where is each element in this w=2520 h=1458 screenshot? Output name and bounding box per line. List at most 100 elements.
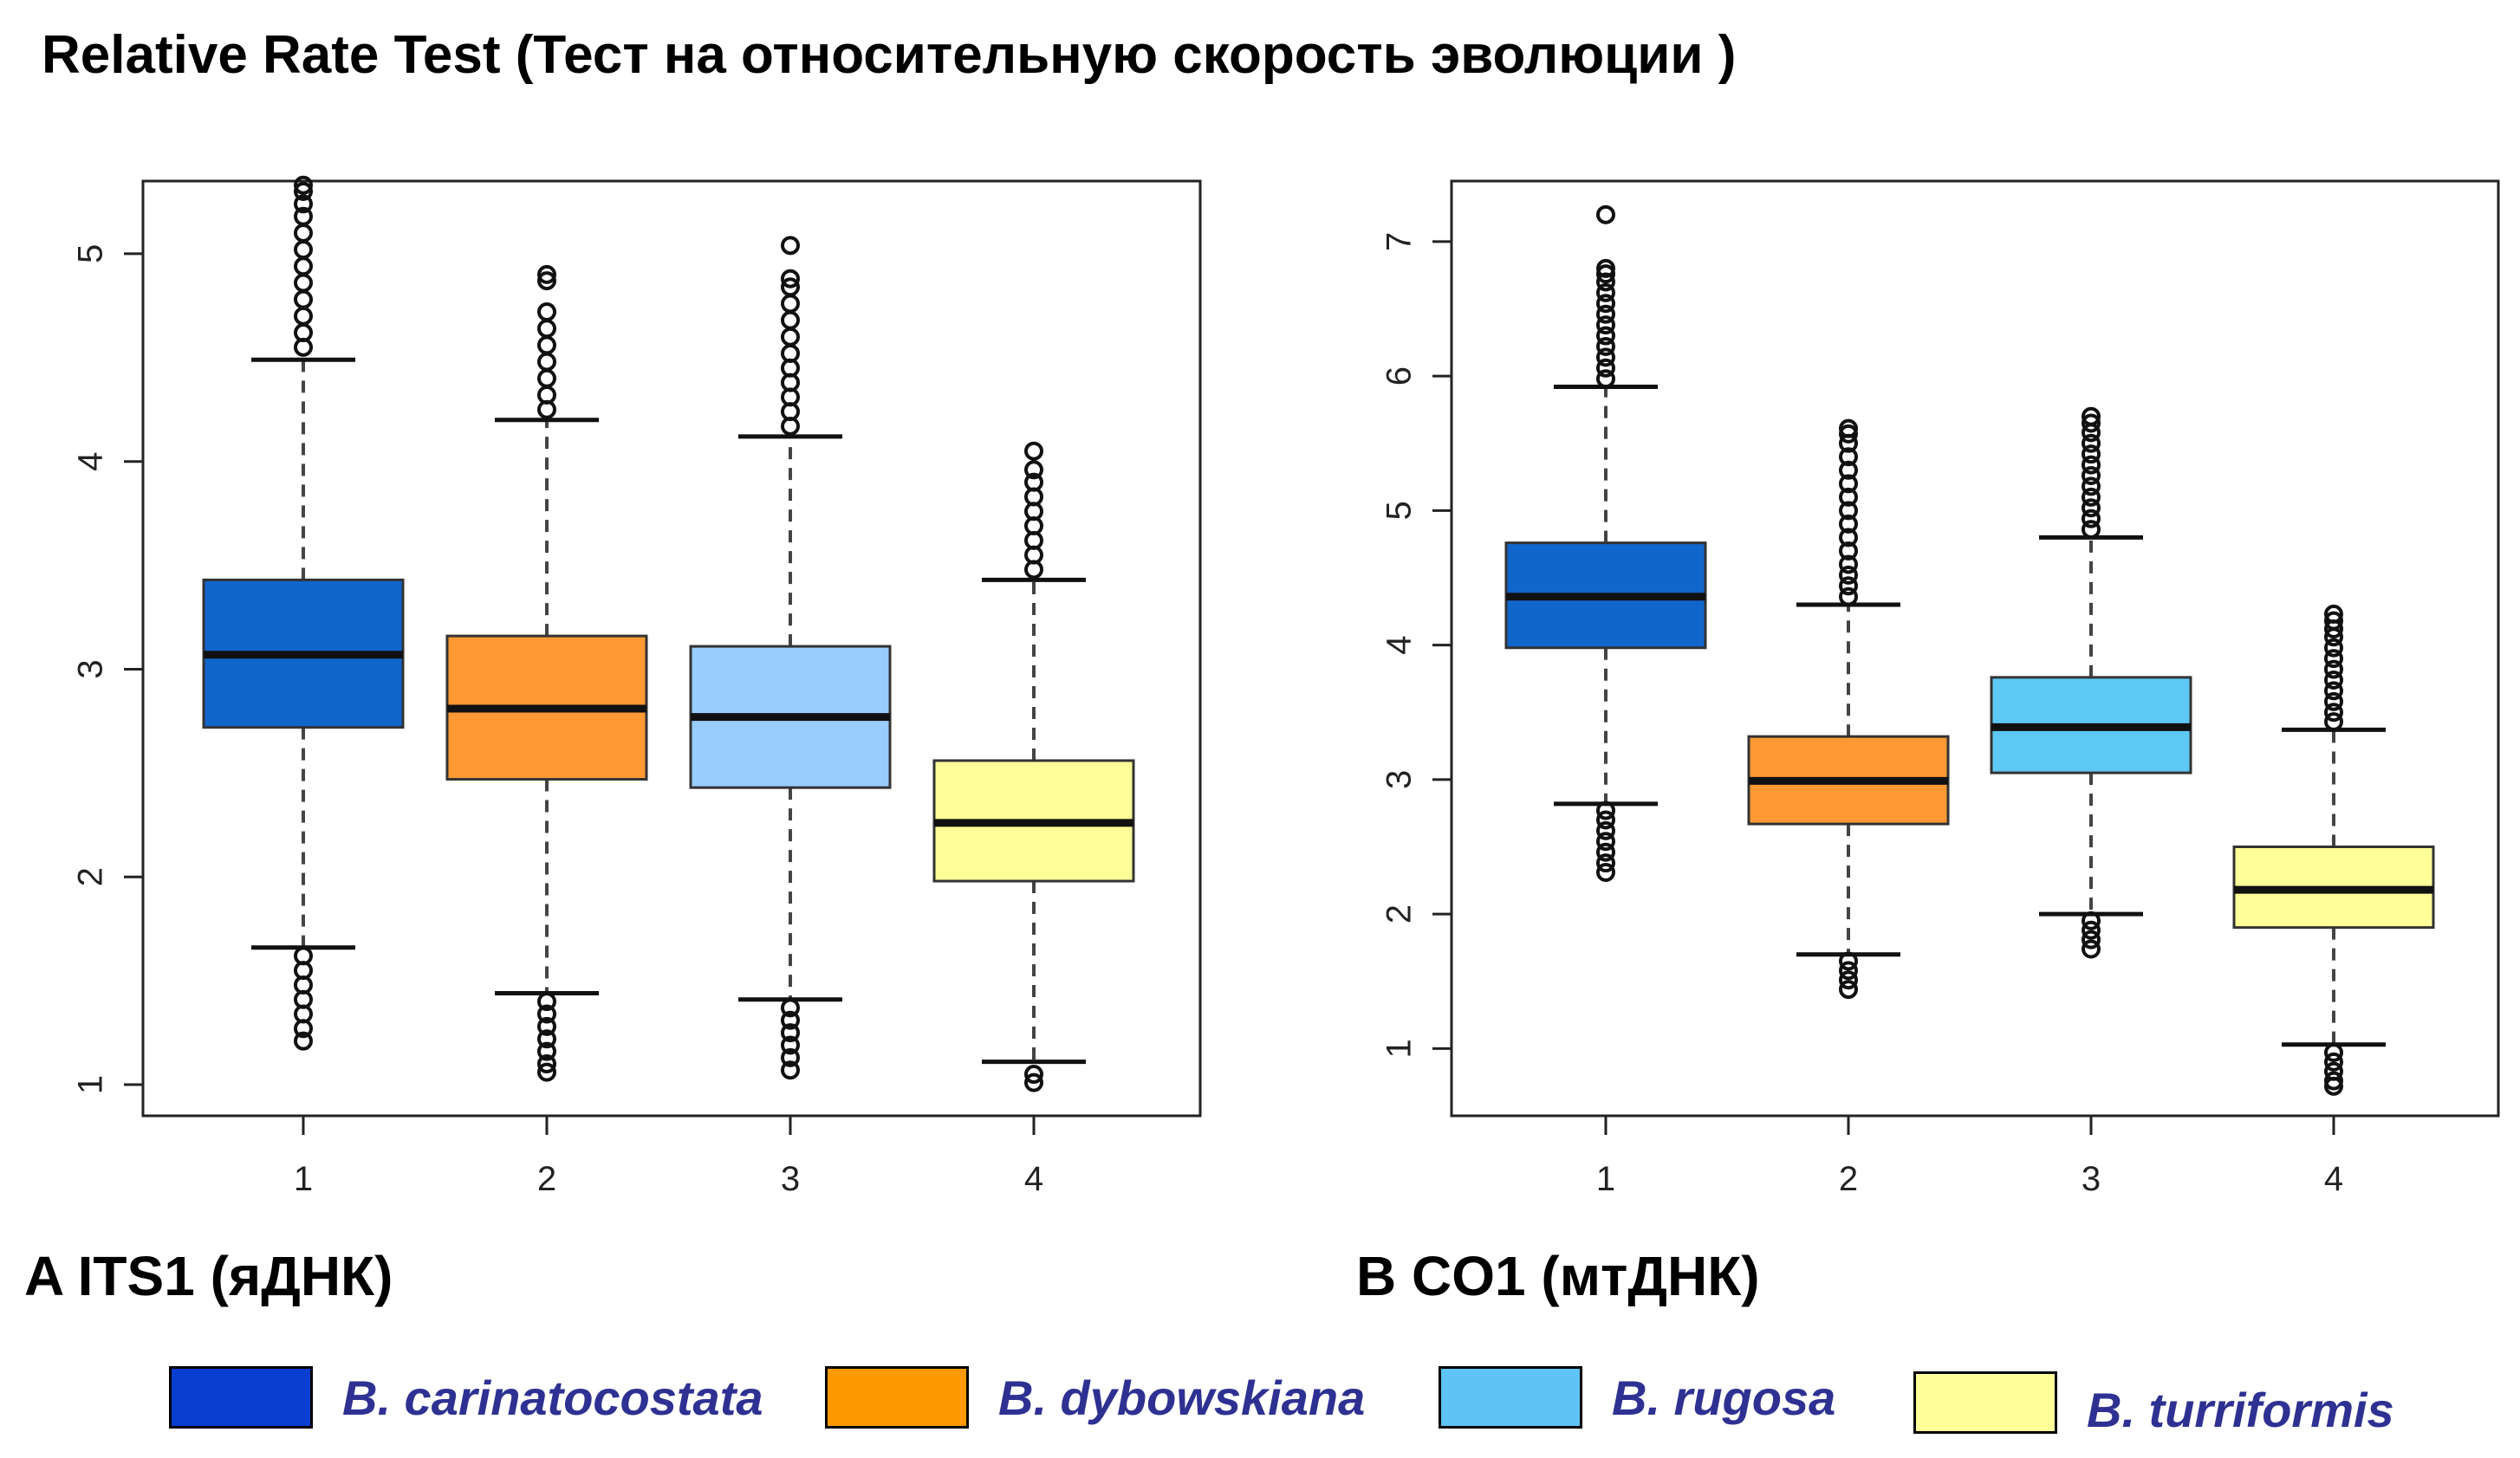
outlier-point [537,319,556,339]
y-tick-label: 4 [72,452,110,471]
x-tick-label: 1 [1596,1160,1615,1198]
outlier-point [1839,586,1858,606]
x-tick-label: 2 [537,1160,556,1198]
outlier-point [1596,304,1615,324]
outlier-point [1839,514,1858,534]
outlier-point [2082,413,2101,433]
plot-frame [141,179,1202,1118]
outlier-point [537,992,556,1012]
outlier-point [1839,501,1858,521]
outlier-point [2082,498,2101,518]
outlier-point [537,1062,556,1082]
y-tick-label: 3 [1380,770,1419,789]
outlier-point [781,1047,800,1067]
legend-item-carinatocostata: B. carinatocostata [169,1366,763,1429]
x-tick-label: 3 [2082,1160,2101,1198]
outlier-point [294,1019,313,1039]
outlier-point [1596,369,1615,389]
outlier-point [781,310,800,330]
outlier-point [294,223,313,243]
outlier-point [294,273,313,293]
legend-swatch [169,1366,313,1429]
legend-label: B. carinatocostata [342,1370,763,1425]
outlier-point [2082,930,2101,949]
outlier-point [1596,820,1615,840]
legend-item-dybowskiana: B. dybowskiana [825,1366,1365,1429]
outlier-point [537,1004,556,1024]
outlier-point [2324,638,2343,658]
outlier-point [2082,455,2101,475]
outlier-point [537,1016,556,1036]
outlier-point [537,352,556,372]
outlier-point [1839,565,1858,585]
x-tick-label: 4 [1024,1160,1043,1198]
outlier-point [2324,703,2343,723]
outlier-point [2324,1052,2343,1072]
x-tick-label: 3 [781,1160,800,1198]
outlier-point [2082,433,2101,453]
y-tick-label: 2 [72,867,110,886]
outlier-point [294,306,313,326]
outlier-point [2082,920,2101,940]
outlier-point [1596,282,1615,302]
outlier-point [1839,554,1858,574]
outlier-point [1596,315,1615,335]
outlier-point [1839,460,1858,480]
outlier-point [1839,980,1858,1000]
outlier-point [1596,272,1615,292]
outlier-point [2082,910,2101,930]
outlier-point [2324,691,2343,711]
outlier-point [781,327,800,347]
outlier-point [781,294,800,314]
outlier-point [2324,659,2343,679]
outlier-point [537,302,556,322]
outlier-point [1839,447,1858,467]
legend-label: B. rugosa [1612,1370,1836,1425]
outlier-point [1839,970,1858,990]
outlier-point [2324,670,2343,690]
y-tick-label: 1 [1380,1039,1419,1058]
outlier-point [1596,204,1615,224]
outlier-point [1596,862,1615,882]
outlier-point [1596,326,1615,346]
outlier-point [2324,712,2343,732]
y-tick-label: 4 [1380,635,1419,654]
panel-label-a: A ITS1 (яДНК) [24,1245,393,1307]
legend-swatch [825,1366,969,1429]
outlier-point [537,1054,556,1074]
plot-b: 1 2 3 4 5 6 7 1 2 3 4 [1380,179,2500,1198]
outlier-point [1839,951,1858,971]
outlier-point [1596,336,1615,356]
legend-item-rugosa: B. rugosa [1439,1366,1835,1429]
outlier-point [781,1035,800,1055]
outlier-point [1596,853,1615,873]
outlier-point [537,1041,556,1061]
outlier-point [1839,487,1858,507]
outlier-point [1024,441,1043,461]
outlier-point [2082,444,2101,464]
y-tick-label: 7 [1380,232,1419,251]
outlier-point [2324,604,2343,624]
outlier-point [1596,347,1615,367]
outlier-point [2324,1076,2343,1096]
legend-swatch [1913,1371,2057,1434]
outlier-point [294,206,313,226]
outlier-point [537,335,556,355]
outlier-point [1024,1065,1043,1085]
outlier-point [2082,476,2101,496]
y-tick-label: 5 [1380,501,1419,520]
outlier-point [2082,939,2101,959]
outlier-point [537,264,556,284]
outlier-point [294,1031,313,1051]
outlier-point [1596,800,1615,820]
outlier-point [1024,472,1043,492]
outlier-point [1839,418,1858,438]
outlier-point [2324,1043,2343,1063]
outlier-point [294,175,313,195]
x-tick-label: 2 [1839,1160,1858,1198]
panel-label-b: B CO1 (мтДНК) [1356,1245,1760,1307]
outlier-point [294,289,313,309]
outlier-point [2082,406,2101,426]
page-title: Relative Rate Test (Тест на относительну… [42,25,1737,85]
legend-label: B. turriformis [2087,1383,2394,1437]
